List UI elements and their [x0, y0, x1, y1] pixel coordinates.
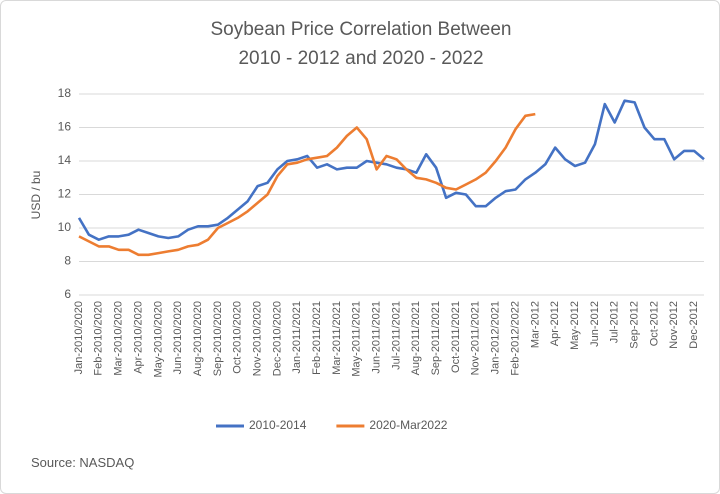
x-tick-label: Jul-2012: [609, 301, 621, 343]
y-tick-label: 16: [58, 120, 72, 134]
x-tick-label: Apr-2012: [549, 301, 561, 346]
x-tick-label: Jan-2012/2021: [490, 301, 502, 374]
chart-title: Soybean Price Correlation Between: [210, 19, 511, 40]
y-tick-label: 12: [58, 187, 72, 201]
x-tick-label: Dec-2010/2020: [271, 301, 283, 376]
x-tick-label: Mar-2011/2021: [331, 301, 343, 375]
legend-label: 2020-Mar2022: [369, 418, 447, 432]
x-tick-label: Sep-2011/2021: [430, 301, 442, 375]
y-tick-label: 18: [58, 86, 72, 100]
x-tick-label: Feb-2011/2021: [311, 301, 323, 375]
x-tick-label: Jun-2011/2021: [371, 301, 383, 374]
x-tick-label: Jan-2010/2020: [73, 301, 85, 374]
x-tick-label: May-2012: [569, 301, 581, 350]
x-tick-label: Aug-2011/2021: [410, 301, 422, 375]
source: Source: NASDAQ: [31, 455, 134, 470]
x-tick-label: Jun-2012: [589, 301, 601, 347]
x-tick-label: Jun-2010/2020: [172, 301, 184, 374]
x-tick-label: Apr-2010/2020: [132, 301, 144, 374]
y-tick-label: 8: [64, 254, 71, 268]
line-series: [77, 99, 705, 241]
x-tick-label: Oct-2011/2021: [450, 301, 462, 373]
x-tick-label: Feb-2010/2020: [93, 301, 105, 376]
legend-label: 2010-2014: [249, 418, 307, 432]
x-tick-label: Mar-2010/2020: [113, 301, 125, 376]
x-tick-label: Mar-2012: [529, 301, 541, 348]
x-tick-label: Aug-2010/2020: [192, 301, 204, 376]
x-tick-label: Sep-2010/2020: [212, 301, 224, 376]
x-tick-label: Nov-2011/2021: [470, 301, 482, 375]
x-tick-label: May-2011/2021: [351, 301, 363, 377]
y-axis-title: USD / bu: [29, 171, 43, 220]
x-tick-label: Jan-2011/2021: [291, 301, 303, 374]
x-tick-label: Jul-2011/2021: [390, 301, 402, 370]
line-series: [78, 112, 536, 257]
x-tick-label: Feb-2012/2022: [509, 301, 521, 376]
x-tick-label: Oct-2010/2020: [232, 301, 244, 374]
x-tick-label: May-2010/2020: [152, 301, 164, 377]
y-tick-label: 6: [64, 287, 71, 301]
x-tick-label: Nov-2012: [668, 301, 680, 349]
chart-title: 2010 - 2012 and 2020 - 2022: [238, 48, 483, 69]
x-tick-label: Nov-2010/2020: [251, 301, 263, 376]
x-tick-label: Sep-2012: [628, 301, 640, 349]
y-tick-label: 10: [58, 220, 72, 234]
x-tick-label: Dec-2012: [688, 301, 700, 349]
y-tick-label: 14: [58, 153, 72, 167]
x-tick-label: Oct-2012: [648, 301, 660, 346]
